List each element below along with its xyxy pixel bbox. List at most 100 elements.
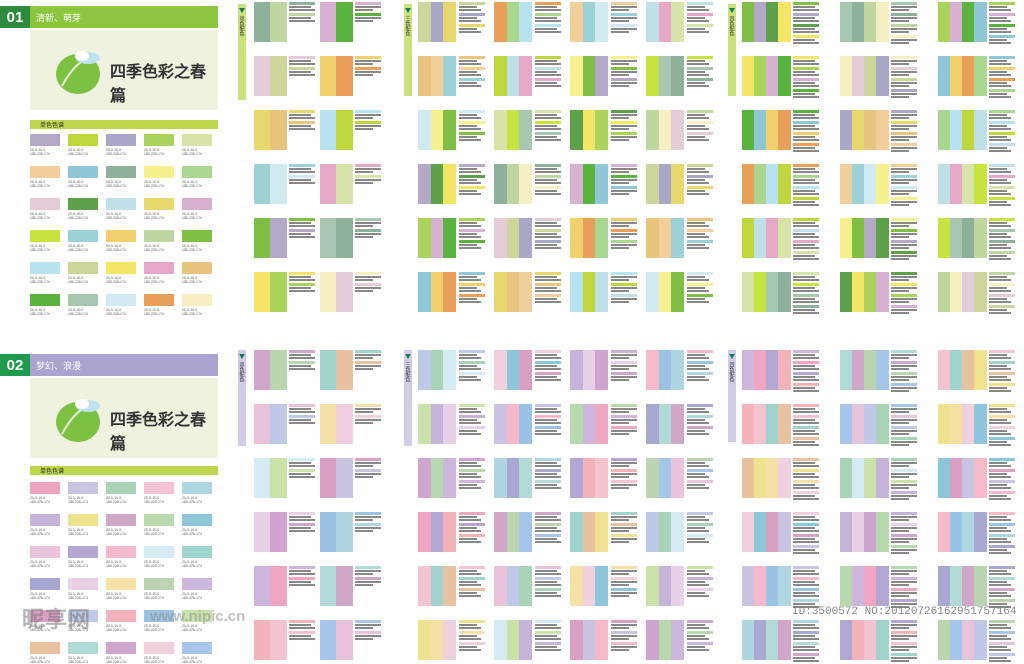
value-text-line [459, 244, 477, 246]
value-text-line [793, 258, 819, 260]
value-text-line [793, 63, 819, 65]
combination-stripe [430, 218, 444, 258]
color-swatch [144, 198, 174, 210]
value-text-line [611, 71, 637, 73]
color-combination [418, 350, 457, 390]
combination-stripe [778, 2, 791, 42]
value-text-line [289, 9, 315, 11]
combination-stripe [950, 164, 963, 204]
value-text-line [611, 592, 637, 594]
value-text-line [891, 462, 917, 464]
value-swatch-bar [687, 372, 713, 375]
combination-stripe [430, 566, 444, 606]
color-swatch [68, 642, 98, 654]
combination-stripe [418, 2, 432, 42]
combination-stripe [595, 566, 609, 606]
combination-stripe [754, 350, 767, 390]
value-text-line [989, 6, 1007, 8]
value-text-line [289, 368, 315, 370]
value-text-line [891, 635, 917, 637]
color-swatch [68, 230, 98, 242]
value-text-line [611, 465, 629, 467]
value-swatch-bar [793, 480, 819, 483]
value-text-line [687, 139, 709, 141]
value-text-line [459, 182, 481, 184]
value-text-line [611, 85, 629, 87]
value-text-line [289, 408, 311, 410]
value-text-line [289, 357, 315, 359]
value-text-line [891, 63, 909, 65]
value-text-line [891, 411, 909, 413]
color-combination [494, 350, 533, 390]
value-swatch-bar [289, 458, 315, 461]
value-text-line [793, 419, 815, 421]
value-text-line [687, 408, 705, 410]
value-text-line [687, 17, 705, 19]
value-swatch-bar [793, 24, 819, 27]
value-swatch-bar [611, 534, 637, 537]
swatch-value-label: 20-0-10-0 180-226-174 [68, 180, 88, 188]
combination-stripe [443, 2, 457, 42]
value-text-line [891, 390, 909, 392]
value-text-line [891, 85, 909, 87]
value-text-line [535, 516, 557, 518]
value-swatch-bar [793, 588, 819, 591]
value-text-line [793, 17, 815, 19]
value-text-line [535, 581, 557, 583]
value-text-line [989, 236, 1011, 238]
value-swatch-bar [459, 372, 485, 375]
value-text-line [793, 498, 819, 500]
value-text-line [989, 182, 1011, 184]
swatch-value-label: 20-0-10-0 180-226-174 [106, 592, 126, 600]
combination-stripe [336, 56, 353, 96]
value-swatch-bar [459, 2, 485, 5]
value-swatch-bar [355, 121, 381, 124]
value-text-line [535, 74, 561, 76]
combination-stripe [864, 164, 877, 204]
value-text-line [355, 171, 373, 173]
swatch-value-label: 20-0-10-0 180-226-174 [106, 496, 126, 504]
value-swatch-bar [989, 350, 1015, 353]
value-text-line [535, 247, 561, 249]
value-text-line [891, 573, 909, 575]
value-text-line [989, 498, 1011, 500]
value-text-line [289, 225, 315, 227]
color-combination [254, 566, 287, 606]
value-swatch-bar [891, 251, 917, 254]
value-swatch-bar [687, 110, 713, 113]
combination-stripe [840, 620, 853, 660]
value-text-line [793, 139, 819, 141]
combination-stripe [254, 2, 271, 42]
value-text-line [891, 498, 909, 500]
color-combination [320, 566, 353, 606]
value-text-line [891, 60, 917, 62]
color-combination [646, 620, 685, 660]
combination-stripe [595, 110, 609, 150]
value-text-line [611, 171, 629, 173]
value-text-line [687, 60, 705, 62]
value-text-line [289, 171, 315, 173]
value-text-line [793, 312, 819, 314]
combination-stripe [938, 218, 951, 258]
color-combination [494, 164, 533, 204]
value-swatch-bar [535, 132, 561, 135]
value-text-line [989, 419, 1007, 421]
value-text-line [687, 519, 709, 521]
combination-stripe [494, 350, 508, 390]
value-text-line [535, 276, 557, 278]
value-text-line [687, 379, 709, 381]
value-swatch-bar [989, 469, 1015, 472]
color-swatch [106, 230, 136, 242]
value-text-line [793, 117, 819, 119]
swatch-value-label: 20-0-10-0 180-226-174 [144, 212, 164, 220]
section-01-title-panel: 四季色彩之春篇 [30, 30, 218, 110]
value-text-line [687, 31, 709, 33]
value-text-line [891, 31, 909, 33]
combination-stripe [570, 512, 584, 552]
value-text-line [989, 136, 1007, 138]
value-text-line [989, 408, 1007, 410]
value-text-line [289, 635, 311, 637]
value-text-line [793, 171, 819, 173]
value-swatch-bar [989, 577, 1015, 580]
value-text-line [289, 581, 311, 583]
